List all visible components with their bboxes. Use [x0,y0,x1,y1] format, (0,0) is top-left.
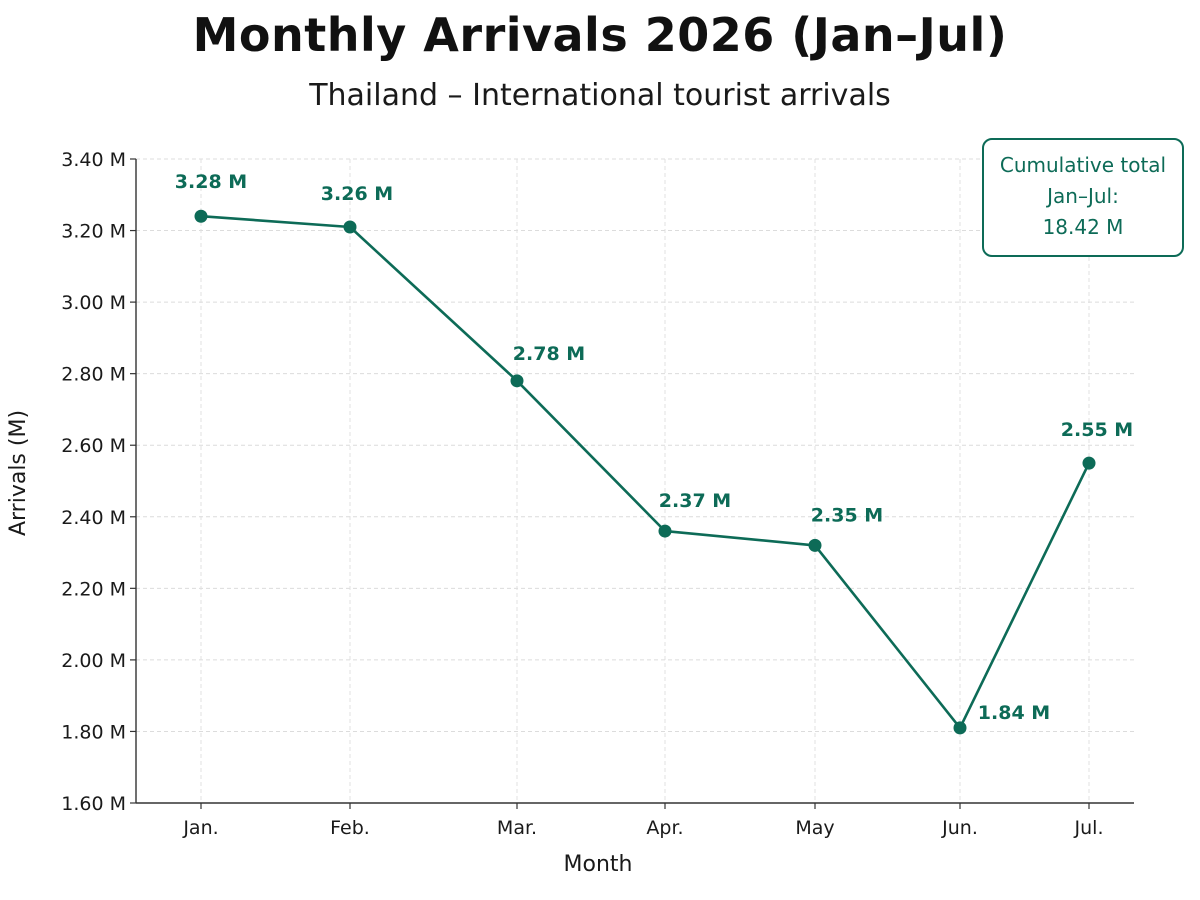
y-tick-label: 2.20 M [61,578,126,600]
data-label: 2.78 M [513,343,585,365]
y-tick-label: 3.40 M [61,149,126,171]
annotation-line: 18.42 M [1043,215,1124,239]
data-label: 2.55 M [1061,419,1133,441]
y-tick-label: 3.20 M [61,221,126,243]
annotation-line: Jan–Jul: [1045,184,1119,208]
grid-layer [136,158,1134,803]
y-tick-label: 1.80 M [61,721,126,743]
data-point [1082,456,1096,470]
data-point [808,538,822,552]
data-point [343,220,357,234]
x-tick-label: Feb. [330,817,370,839]
chart-title: Monthly Arrivals 2026 (Jan–Jul) [192,8,1008,62]
y-axis-title: Arrivals (M) [6,410,31,536]
data-label-layer: 3.28 M 3.26 M 2.78 M 2.37 M 2.35 M 1.84 M 2.55… [175,171,1133,724]
data-point [658,524,672,538]
x-tick-label: Apr. [646,817,683,839]
data-label: 3.28 M [175,171,247,193]
data-label: 2.35 M [811,504,883,526]
x-tick-label: Jun. [941,817,978,839]
data-label: 1.84 M [978,702,1050,724]
x-tick-label: Jan. [182,817,218,839]
series-layer [194,209,1096,735]
x-tick-label: Jul. [1074,817,1104,839]
annotation-line: Cumulative total [1000,153,1166,177]
data-label: 3.26 M [321,183,393,205]
cumulative-total-annotation: Cumulative total Jan–Jul: 18.42 M [982,138,1184,257]
data-label: 2.37 M [659,490,731,512]
y-tick-label: 3.00 M [61,292,126,314]
y-tick-label: 2.00 M [61,650,126,672]
chart-subtitle: Thailand – International tourist arrival… [309,78,891,113]
axis-layer: 1.60 M 1.80 M 2.00 M 2.20 M 2.40 M 2.60 M 2.80… [61,149,1134,839]
x-tick-label: May [795,817,834,839]
y-tick-label: 2.60 M [61,435,126,457]
y-tick-label: 2.80 M [61,364,126,386]
data-point [953,721,967,735]
series-line [200,214,1091,730]
annotation-box [982,138,1184,257]
x-axis-title: Month [564,852,633,877]
y-tick-label: 2.40 M [61,507,126,529]
y-tick-label: 1.60 M [61,793,126,815]
data-point [510,374,524,388]
x-tick-label: Mar. [497,817,537,839]
data-point [194,209,208,223]
